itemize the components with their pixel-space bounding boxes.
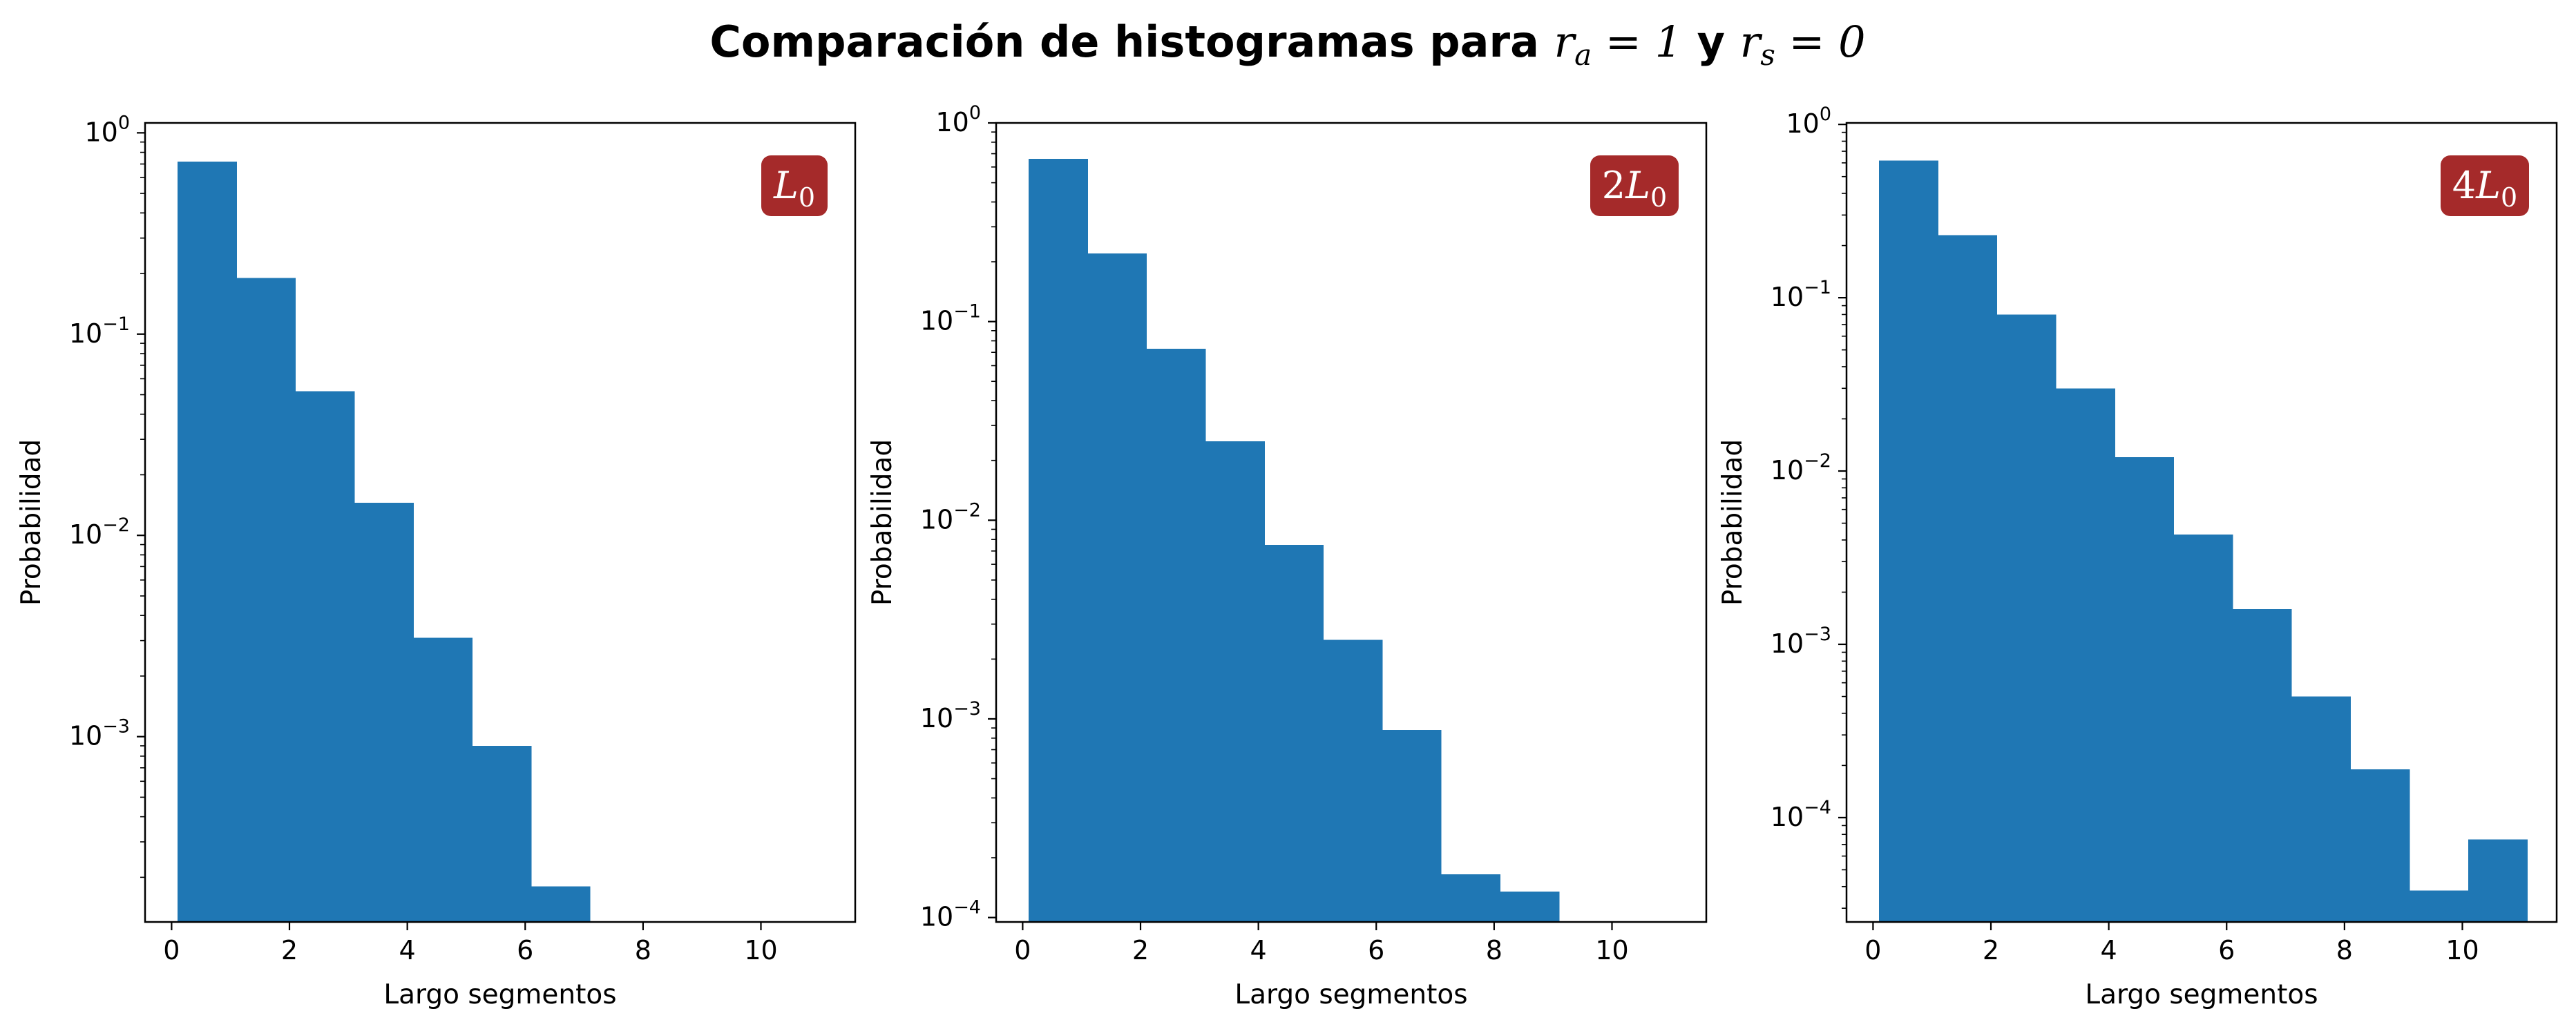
y-tick-label: 10−3 (920, 698, 981, 733)
panel-label-badge: 2L0 (1590, 155, 1679, 216)
chart-panel-1: 0 2 4 6 8 10 100 10−1 10−2 10−3 Largo segmentos Pro… (16, 112, 857, 1010)
axes-frame (1845, 122, 2558, 923)
y-tick-label: 10−4 (1771, 797, 1831, 832)
x-tick-label: 2 (1983, 935, 1999, 965)
y-tick-label: 10−1 (69, 314, 130, 349)
histogram-bar (1441, 874, 1501, 922)
y-axis-label: Probabilidad (867, 439, 898, 606)
x-tick-label: 4 (2101, 935, 2117, 965)
x-axis-label: Largo segmentos (1234, 979, 1467, 1010)
y-tick-label: 10−2 (920, 499, 981, 535)
panel-label-text: L0 (773, 164, 815, 213)
panel-label-text: 2L0 (1602, 164, 1667, 213)
panel-label-text: 4L0 (2452, 164, 2517, 213)
histogram-bar (1938, 235, 1998, 922)
histogram-bar (2173, 535, 2233, 922)
histogram-bar (236, 278, 296, 922)
y-tick-label: 10−1 (1771, 277, 1831, 312)
y-axis-label: Probabilidad (16, 439, 47, 606)
histogram-bar (354, 503, 414, 922)
histogram-bar (2468, 839, 2528, 922)
x-tick-label: 6 (517, 935, 533, 965)
x-tick-label: 4 (1250, 935, 1267, 965)
badge-background (761, 155, 828, 216)
y-tick-label: 10−2 (1771, 450, 1831, 485)
x-tick-label: 2 (1132, 935, 1149, 965)
histogram-bar (1087, 253, 1147, 922)
y-tick-label: 100 (1786, 104, 1831, 139)
x-tick-label: 0 (163, 935, 180, 965)
y-tick-label: 10−1 (920, 301, 981, 336)
figure-title: Comparación de histogramas para ra = 1 y… (709, 17, 1865, 72)
histogram-bar (2232, 608, 2292, 922)
histogram-bar (531, 886, 591, 922)
histogram-bars (177, 161, 591, 923)
y-tick-label: 10−3 (1771, 624, 1831, 659)
histogram-bar (1146, 348, 1206, 922)
histogram-bar (177, 161, 237, 923)
x-tick-label: 0 (1864, 935, 1881, 965)
x-tick-label: 2 (281, 935, 298, 965)
panel-label-badge: 4L0 (2441, 155, 2529, 216)
histogram-bar (2115, 457, 2175, 922)
x-tick-label: 0 (1014, 935, 1031, 965)
histogram-bars (1028, 158, 1560, 922)
histogram-bar (1878, 160, 1938, 923)
y-axis-label: Probabilidad (1717, 439, 1748, 606)
histogram-bar (1382, 729, 1442, 922)
chart-panel-3: 0 2 4 6 8 10 100 10−1 10−2 10−3 10−4 Largo segmento… (1717, 104, 2558, 1010)
histogram-bar (413, 637, 473, 922)
x-tick-label: 10 (1595, 935, 1628, 965)
chart-panel-2: 0 2 4 6 8 10 100 10−1 10−2 10−3 10−4 Largo segmento… (867, 102, 1708, 1010)
x-tick-label: 6 (2218, 935, 2235, 965)
histogram-bar (1500, 892, 1560, 922)
histogram-bars (1878, 160, 2528, 923)
x-axis-label: Largo segmentos (2085, 979, 2318, 1010)
x-tick-label: 10 (2445, 935, 2479, 965)
histogram-bar (2055, 388, 2115, 922)
badge-background (2441, 155, 2529, 216)
y-tick-label: 100 (84, 112, 130, 147)
histogram-bar (2409, 890, 2469, 922)
histogram-bar (1996, 314, 2057, 922)
histogram-bar (1205, 441, 1265, 922)
panel-label-badge: L0 (761, 155, 828, 216)
histogram-bar (1323, 639, 1383, 922)
x-tick-label: 8 (2336, 935, 2353, 965)
histogram-bar (1028, 158, 1088, 922)
axes-frame (995, 122, 1708, 923)
y-tick-label: 10−2 (69, 514, 130, 550)
y-tick-label: 100 (935, 102, 981, 137)
x-tick-label: 6 (1368, 935, 1384, 965)
x-tick-label: 4 (399, 935, 416, 965)
histogram-bar (2350, 769, 2410, 922)
y-tick-label: 10−3 (69, 716, 130, 751)
badge-background (1590, 155, 1679, 216)
x-tick-label: 8 (635, 935, 651, 965)
y-tick-label: 10−4 (920, 897, 981, 932)
x-axis-label: Largo segmentos (383, 979, 616, 1010)
histogram-bar (295, 391, 355, 922)
axes-frame (144, 122, 857, 923)
histogram-bar (472, 745, 532, 922)
histogram-bar (2291, 696, 2351, 922)
x-tick-label: 10 (744, 935, 777, 965)
x-tick-label: 8 (1486, 935, 1502, 965)
histogram-bar (1264, 545, 1324, 922)
